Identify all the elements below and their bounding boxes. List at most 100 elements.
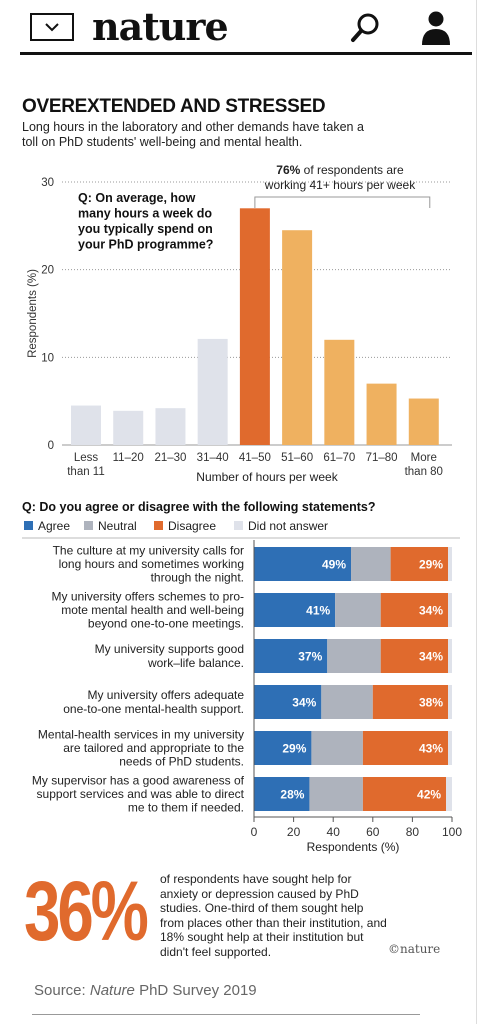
statement-label: one-to-one mental-health support. [63, 702, 244, 716]
x-tick-label: 61–70 [323, 452, 355, 464]
legend-swatch [234, 521, 243, 530]
stack-segment-disagree [380, 639, 449, 673]
legend-swatch [154, 521, 163, 530]
stack-segment-noanswer [448, 593, 452, 627]
nature-credit: ©nature [388, 942, 441, 956]
x-tick-label: 21–30 [154, 452, 186, 464]
statement-label: My supervisor has a good awareness of [32, 773, 245, 787]
agree-value-label: 49% [322, 558, 346, 572]
chart-question: your PhD programme? [78, 238, 213, 252]
bar [113, 410, 144, 445]
y-tick-label: 30 [41, 177, 54, 189]
stack-segment-neutral [351, 547, 391, 581]
page-edge [476, 0, 477, 1024]
stack-segment-neutral [335, 593, 381, 627]
chevron-down-icon [45, 23, 59, 32]
bar [155, 408, 186, 445]
x-tick-label: More [411, 452, 437, 464]
statement-label: are tailored and appropriate to the [63, 741, 244, 755]
statement-label: My university supports good [95, 642, 244, 656]
nature-logo[interactable]: nature [92, 4, 229, 49]
bar [324, 339, 355, 445]
x-tick-label: 100 [442, 825, 462, 839]
legend-label: Agree [38, 519, 70, 533]
chart-question: you typically spend on [78, 222, 213, 236]
hours-bar-chart: 0 10 20 30 Respondents (%) Less than 11 11–20 21… [27, 163, 452, 484]
agree-value-label: 34% [292, 696, 316, 710]
legend-label: Disagree [168, 519, 216, 533]
statement-label: support services and was able to direct [37, 787, 245, 801]
bar [71, 405, 101, 445]
agree-value-label: 37% [298, 650, 322, 664]
statement-label: The culture at my university calls for [53, 543, 244, 557]
stack-question: Q: Do you agree or disagree with the fol… [22, 500, 376, 514]
x-tick-label: 11–20 [113, 452, 144, 464]
bar [239, 208, 270, 445]
chart-question: many hours a week do [78, 207, 212, 221]
source-prefix: Source: [34, 982, 90, 999]
bar [197, 338, 228, 445]
stack-segment-disagree [380, 593, 449, 627]
source-suffix: PhD Survey 2019 [134, 982, 257, 999]
y-tick-label: 10 [41, 352, 54, 364]
y-tick-label: 0 [48, 440, 54, 452]
agree-value-label: 29% [282, 742, 306, 756]
annotation-line1: 76% of respondents are [276, 163, 404, 177]
stack-segment-neutral [309, 777, 363, 811]
x-tick-label: 60 [366, 825, 380, 839]
bar [408, 398, 439, 445]
x-tick-label: 40 [327, 825, 341, 839]
stack-segment-neutral [311, 731, 363, 765]
stack-segment-agree [254, 639, 328, 673]
site-header: nature [0, 0, 484, 56]
source-line: Source: Nature PhD Survey 2019 [34, 982, 257, 999]
legend-swatch [84, 521, 93, 530]
statement-label: Mental-health services in my university [38, 727, 244, 741]
statement-label: My university offers adequate [87, 688, 244, 702]
menu-button[interactable] [30, 13, 74, 41]
x-axis-label: Number of hours per week [196, 470, 338, 484]
stack-segment-noanswer [448, 547, 452, 581]
stack-segment-agree [254, 685, 322, 719]
x-tick-label: 51–60 [281, 452, 313, 464]
stack-segment-neutral [321, 685, 373, 719]
statement-label: My university offers schemes to pro- [51, 589, 244, 603]
statement-label: work–life balance. [147, 656, 244, 670]
legend-label: Did not answer [248, 519, 328, 533]
stack-segment-disagree [362, 777, 447, 811]
statement-label: needs of PhD students. [119, 755, 244, 769]
x-tick-label: 0 [251, 825, 258, 839]
x-tick-label: Less [74, 452, 99, 464]
chart-question: Q: On average, how [78, 191, 196, 205]
stack-segment-disagree [372, 685, 449, 719]
bar [282, 230, 313, 445]
stack-segment-agree [254, 547, 352, 581]
stack-segment-neutral [327, 639, 381, 673]
source-italic: Nature [89, 982, 135, 999]
statement-label: beyond one-to-one meetings. [88, 617, 244, 631]
stack-segment-disagree [390, 547, 449, 581]
y-axis-label: Respondents (%) [27, 269, 39, 358]
x-tick-label: 20 [287, 825, 301, 839]
header-divider [20, 52, 472, 55]
stack-segment-noanswer [446, 777, 452, 811]
y-tick-label: 20 [41, 265, 54, 277]
user-icon[interactable] [420, 10, 452, 46]
stat-description: of respondents have sought help for anxi… [160, 872, 387, 959]
bottom-divider [32, 1014, 420, 1015]
search-icon[interactable] [350, 12, 380, 46]
disagree-value-label: 34% [419, 604, 443, 618]
stack-segment-agree [254, 777, 310, 811]
statement-label: through the night. [151, 571, 244, 585]
bar [366, 383, 397, 445]
x-tick-label: 31–40 [197, 452, 229, 464]
disagree-value-label: 43% [419, 742, 443, 756]
x-tick-label: 71–80 [366, 452, 398, 464]
statement-label: me to them if needed. [128, 801, 244, 815]
x-axis-label: Respondents (%) [307, 840, 400, 854]
stack-segment-noanswer [448, 685, 452, 719]
x-tick-label: 80 [406, 825, 420, 839]
infographic-title: OVEREXTENDED AND STRESSED [22, 96, 326, 117]
stack-segment-agree [254, 593, 336, 627]
disagree-value-label: 38% [419, 696, 443, 710]
